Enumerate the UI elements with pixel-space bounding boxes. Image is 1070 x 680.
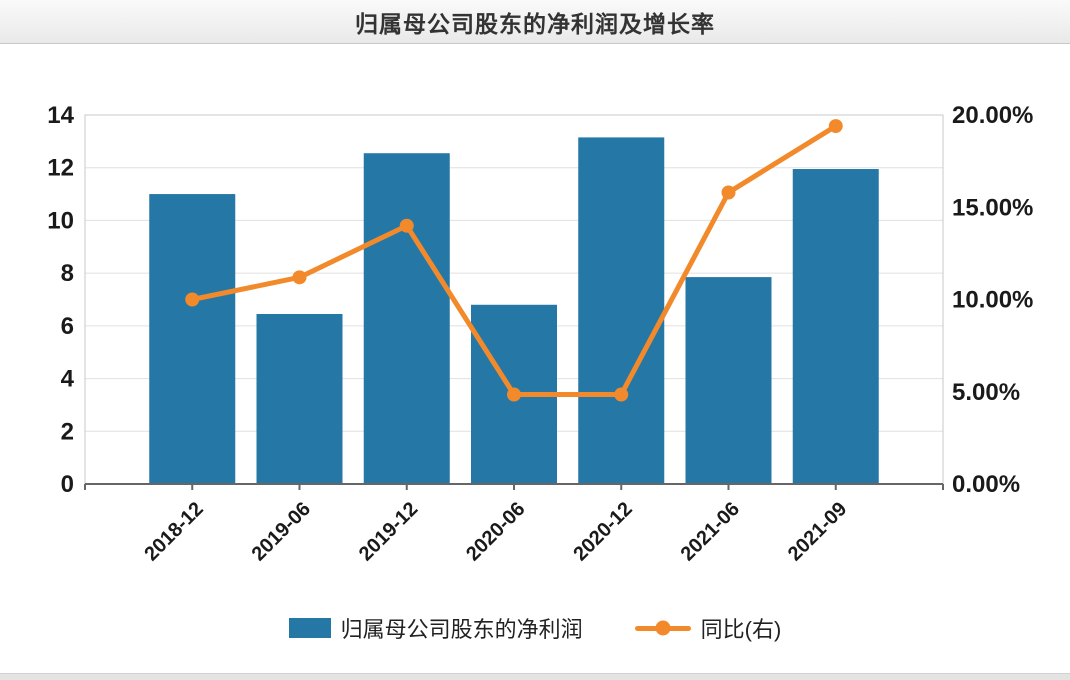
line-series-marker: [634, 620, 691, 636]
line-series-label: 同比(右): [700, 617, 782, 642]
y-right-tick-label: 5.00%: [952, 379, 1020, 406]
x-tick-label-2020-06: 2020-06: [462, 498, 529, 565]
y-left-tick-label: 8: [61, 260, 74, 287]
y-right-tick-label: 20.00%: [952, 102, 1033, 129]
bar-2020-12[interactable]: [578, 137, 665, 484]
x-tick-label-2020-12: 2020-12: [569, 498, 636, 565]
x-tick-label-2019-06: 2019-06: [248, 498, 315, 565]
bar-series-swatch: [288, 618, 331, 638]
bar-2018-12[interactable]: [149, 194, 236, 485]
y-left-tick-label: 6: [61, 313, 74, 340]
y-right-tick-label: 10.00%: [952, 287, 1033, 314]
bar-2021-09[interactable]: [792, 169, 879, 484]
bar-2019-06[interactable]: [256, 313, 343, 484]
bar-2019-12[interactable]: [363, 153, 450, 485]
y-left-tick-label: 14: [47, 102, 74, 129]
point-2021-06[interactable]: [721, 185, 736, 200]
chart-header: 归属母公司股东的净利润及增长率: [0, 0, 1070, 44]
x-tick-label-2021-09: 2021-09: [784, 498, 851, 565]
x-tick-label-2021-06: 2021-06: [677, 498, 744, 565]
point-2019-06[interactable]: [292, 270, 307, 285]
y-right-tick-label: 0.00%: [952, 471, 1020, 498]
y-right-tick-label: 15.00%: [952, 194, 1033, 221]
x-tick-label-2019-12: 2019-12: [355, 498, 422, 565]
chart-canvas: 2018-12 2019-06 2019-12 2020-06 2020-12 2021-…: [0, 44, 1070, 610]
chart-title: 归属母公司股东的净利润及增长率: [355, 10, 715, 37]
legend: 归属母公司股东的净利润 同比(右): [0, 608, 1070, 648]
point-2020-06[interactable]: [507, 387, 521, 402]
line-series-dot: [655, 620, 671, 636]
footer-strip: [0, 673, 1070, 680]
legend-item-net-profit[interactable]: 归属母公司股东的净利润: [288, 612, 583, 644]
legend-item-yoy[interactable]: 同比(右): [634, 612, 782, 644]
y-left-tick-label: 12: [47, 155, 74, 182]
point-2018-12[interactable]: [185, 292, 200, 307]
bar-2021-06[interactable]: [685, 277, 772, 484]
point-2021-09[interactable]: [828, 119, 843, 134]
point-2020-12[interactable]: [614, 387, 629, 402]
x-tick-label-2018-12: 2018-12: [140, 498, 207, 565]
y-left-tick-label: 4: [61, 366, 75, 393]
bar-series-label: 归属母公司股东的净利润: [340, 617, 583, 642]
combo-chart: 2018-12 2019-06 2019-12 2020-06 2020-12 2021-…: [47, 102, 1033, 565]
y-left-tick-label: 0: [61, 471, 74, 498]
point-2019-12[interactable]: [399, 218, 414, 233]
y-left-tick-label: 2: [61, 418, 74, 445]
y-left-tick-label: 10: [47, 207, 74, 234]
